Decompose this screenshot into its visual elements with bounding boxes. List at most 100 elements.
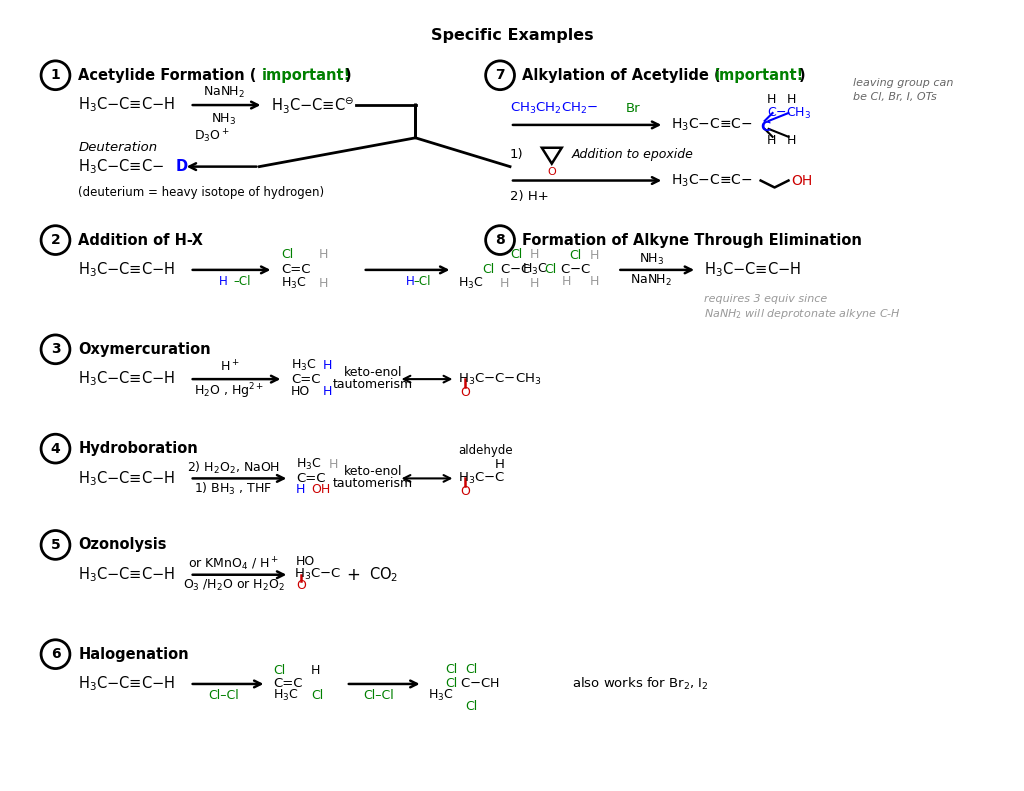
Text: Oxymercuration: Oxymercuration — [79, 342, 211, 357]
Text: Cl: Cl — [273, 664, 286, 676]
Text: 2) H$_2$O$_2$, NaOH: 2) H$_2$O$_2$, NaOH — [187, 460, 281, 475]
Text: H: H — [311, 664, 321, 676]
Text: Cl: Cl — [311, 690, 324, 702]
Text: H: H — [590, 249, 599, 263]
Text: H: H — [786, 93, 796, 105]
Text: requires 3 equiv since: requires 3 equiv since — [703, 293, 827, 304]
Text: ): ) — [345, 68, 351, 83]
Text: 3: 3 — [50, 343, 60, 356]
Text: C=C: C=C — [273, 677, 303, 691]
Text: Alkylation of Acetylide (: Alkylation of Acetylide ( — [522, 68, 721, 83]
Text: Formation of Alkyne Through Elimination: Formation of Alkyne Through Elimination — [522, 233, 862, 248]
Text: H$_3$C$-$C≡C$^{\ominus}$: H$_3$C$-$C≡C$^{\ominus}$ — [271, 95, 354, 115]
Text: leaving group can: leaving group can — [853, 78, 953, 89]
Text: H$_3$C: H$_3$C — [273, 688, 299, 703]
Text: NaNH$_2$: NaNH$_2$ — [630, 273, 672, 289]
Text: H: H — [529, 278, 540, 290]
Text: tautomerism: tautomerism — [333, 477, 413, 490]
Text: 7: 7 — [496, 68, 505, 82]
Text: H$_3$C: H$_3$C — [522, 263, 548, 278]
Text: keto-enol: keto-enol — [343, 365, 402, 379]
Text: –Cl: –Cl — [233, 275, 251, 288]
Text: CO$_2$: CO$_2$ — [369, 566, 398, 584]
Text: 2) H+: 2) H+ — [510, 190, 549, 203]
Text: H$^+$: H$^+$ — [220, 360, 240, 375]
Text: 6: 6 — [50, 647, 60, 661]
Text: H: H — [323, 358, 333, 372]
Text: H$_3$C$-$C≡C$-$H: H$_3$C$-$C≡C$-$H — [79, 260, 175, 279]
Text: CH$_3$CH$_2$CH$_2$$-$: CH$_3$CH$_2$CH$_2$$-$ — [510, 100, 598, 115]
Text: O: O — [460, 485, 470, 498]
Text: O: O — [460, 385, 470, 399]
Text: H$_3$C$-$C≡C$-$H: H$_3$C$-$C≡C$-$H — [79, 96, 175, 115]
Text: H$_3$C$-$C: H$_3$C$-$C — [294, 567, 341, 582]
Text: C=C: C=C — [291, 373, 321, 386]
Text: also works for Br$_2$, I$_2$: also works for Br$_2$, I$_2$ — [571, 676, 709, 692]
Text: H$_3$C$-$C≡C$-$: H$_3$C$-$C≡C$-$ — [671, 172, 753, 189]
Text: Cl: Cl — [282, 248, 294, 260]
Text: Addition of H-X: Addition of H-X — [79, 233, 203, 248]
Text: H: H — [767, 93, 776, 105]
Text: O: O — [296, 579, 306, 592]
Text: important!: important! — [715, 68, 804, 83]
Text: H$_3$C: H$_3$C — [296, 457, 322, 472]
Text: H: H — [562, 275, 571, 288]
Text: or KMnO$_4$ / H$^+$: or KMnO$_4$ / H$^+$ — [187, 555, 280, 573]
Text: Cl: Cl — [445, 663, 458, 676]
Text: H$_3$C$-$C≡C$-$: H$_3$C$-$C≡C$-$ — [671, 117, 753, 133]
Text: H$_3$C$-$C≡C$-$H: H$_3$C$-$C≡C$-$H — [79, 469, 175, 488]
Text: NaNH$_2$: NaNH$_2$ — [203, 85, 245, 100]
Text: H$_3$C$-$C$-$CH$_3$: H$_3$C$-$C$-$CH$_3$ — [459, 372, 542, 387]
Text: H: H — [495, 458, 505, 471]
Text: NH$_3$: NH$_3$ — [211, 112, 237, 127]
Text: keto-enol: keto-enol — [343, 465, 402, 478]
Text: H$_3$C: H$_3$C — [459, 276, 484, 291]
Text: H: H — [767, 134, 776, 147]
Text: C=C: C=C — [296, 472, 326, 485]
Text: H: H — [500, 278, 510, 290]
Text: OH: OH — [311, 483, 331, 496]
Text: ): ) — [799, 68, 805, 83]
Text: (deuterium = heavy isotope of hydrogen): (deuterium = heavy isotope of hydrogen) — [79, 186, 325, 199]
Text: H: H — [219, 275, 228, 288]
Text: Ozonolysis: Ozonolysis — [79, 537, 167, 552]
Text: Acetylide Formation (: Acetylide Formation ( — [79, 68, 257, 83]
Text: +: + — [346, 566, 359, 584]
Text: H$_3$C$-$C: H$_3$C$-$C — [459, 471, 506, 486]
Text: Addition to epoxide: Addition to epoxide — [571, 148, 693, 161]
Text: Cl–Cl: Cl–Cl — [364, 690, 394, 702]
Text: H: H — [319, 248, 329, 260]
Text: H$_3$C: H$_3$C — [291, 358, 316, 373]
Text: Cl: Cl — [465, 700, 477, 713]
Text: 1): 1) — [510, 148, 523, 161]
Text: H: H — [786, 134, 796, 147]
Text: important!: important! — [261, 68, 350, 83]
Text: tautomerism: tautomerism — [333, 377, 413, 391]
Text: NaNH$_2$ will deprotonate alkyne C-H: NaNH$_2$ will deprotonate alkyne C-H — [703, 307, 901, 320]
Text: D$_3$O$^+$: D$_3$O$^+$ — [194, 127, 229, 145]
Text: C$-$C: C$-$C — [560, 263, 591, 276]
Text: be Cl, Br, I, OTs: be Cl, Br, I, OTs — [853, 92, 937, 102]
Text: H: H — [529, 248, 540, 260]
Text: Specific Examples: Specific Examples — [431, 28, 593, 43]
Text: HO: HO — [291, 384, 310, 398]
Text: D: D — [176, 159, 188, 174]
Text: C$-$C: C$-$C — [460, 677, 492, 691]
Text: Cl: Cl — [445, 677, 458, 691]
Text: Br: Br — [626, 101, 640, 115]
Text: Cl: Cl — [482, 263, 495, 276]
Text: Cl: Cl — [544, 263, 556, 276]
Text: O$_3$ /H$_2$O or H$_2$O$_2$: O$_3$ /H$_2$O or H$_2$O$_2$ — [182, 578, 285, 593]
Text: C$-$C: C$-$C — [500, 263, 531, 276]
Text: HO: HO — [296, 555, 315, 568]
Text: –Cl: –Cl — [414, 275, 431, 288]
Text: 1: 1 — [50, 68, 60, 82]
Text: H$_3$C: H$_3$C — [282, 276, 307, 291]
Text: H: H — [296, 483, 305, 496]
Text: 5: 5 — [50, 538, 60, 552]
Text: H$_3$C: H$_3$C — [428, 688, 454, 703]
Text: H: H — [406, 275, 415, 288]
Text: H$_3$C$-$C≡C$-$H: H$_3$C$-$C≡C$-$H — [79, 675, 175, 693]
Text: Cl: Cl — [465, 663, 477, 676]
Text: H$_3$C$-$C≡C$-$: H$_3$C$-$C≡C$-$ — [79, 157, 165, 176]
